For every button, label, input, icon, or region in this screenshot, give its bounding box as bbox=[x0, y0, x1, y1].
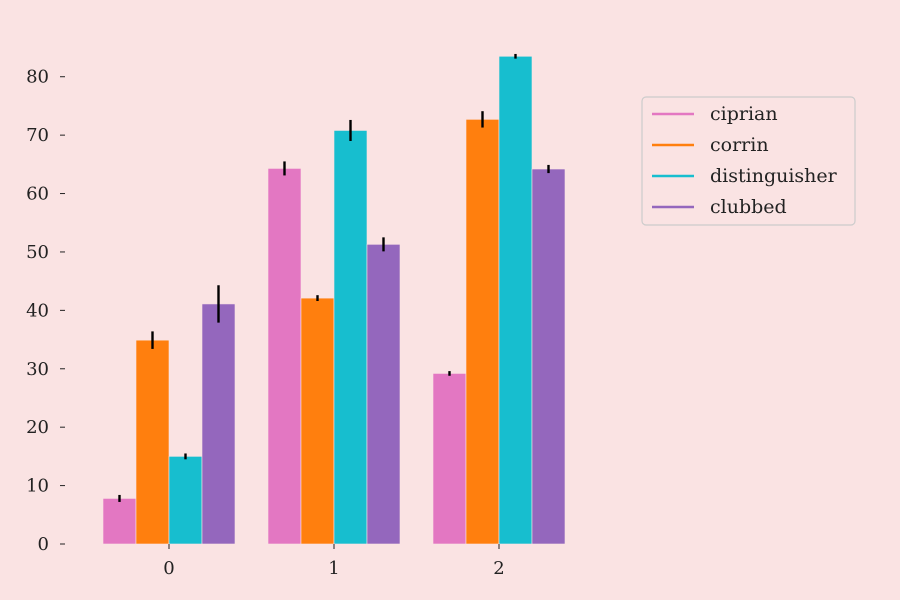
bar-distinguisher-1 bbox=[333, 130, 368, 545]
bar-clubbed-1 bbox=[366, 244, 401, 545]
bar-clubbed-0 bbox=[201, 303, 236, 545]
bar-ciprian-1 bbox=[267, 168, 302, 545]
x-tick-label: 0 bbox=[163, 558, 174, 579]
y-tick-label: 60 bbox=[26, 184, 49, 205]
bar-distinguisher-0 bbox=[168, 456, 203, 545]
legend: ciprian corrin distinguisher clubbed bbox=[641, 96, 856, 226]
bar-corrin-2 bbox=[465, 119, 500, 545]
legend-label-ciprian: ciprian bbox=[710, 103, 778, 125]
x-axis: 0 1 2 bbox=[163, 544, 505, 579]
legend-label-distinguisher: distinguisher bbox=[710, 165, 838, 187]
bar-clubbed-2 bbox=[531, 168, 566, 545]
bar-corrin-0 bbox=[135, 339, 170, 545]
x-tick-label: 2 bbox=[493, 558, 504, 579]
y-tick-label: 80 bbox=[26, 67, 49, 88]
y-tick-label: 50 bbox=[26, 242, 49, 263]
bars-group bbox=[102, 55, 566, 545]
error-bars-group bbox=[118, 53, 550, 502]
y-tick-label: 40 bbox=[26, 300, 49, 321]
bar-corrin-1 bbox=[300, 297, 335, 545]
y-tick-label: 10 bbox=[26, 476, 49, 497]
y-axis: 0 10 20 30 40 50 60 70 80 bbox=[26, 67, 65, 555]
y-tick-label: 70 bbox=[26, 125, 49, 146]
x-tick-label: 1 bbox=[328, 558, 339, 579]
y-tick-label: 20 bbox=[26, 417, 49, 438]
bar-ciprian-0 bbox=[102, 498, 137, 545]
legend-label-clubbed: clubbed bbox=[710, 196, 787, 218]
legend-label-corrin: corrin bbox=[710, 134, 769, 156]
y-tick-label: 0 bbox=[38, 534, 49, 555]
bar-ciprian-2 bbox=[432, 373, 467, 545]
bar-distinguisher-2 bbox=[498, 55, 533, 545]
y-tick-label: 30 bbox=[26, 359, 49, 380]
legend-frame bbox=[641, 96, 856, 226]
